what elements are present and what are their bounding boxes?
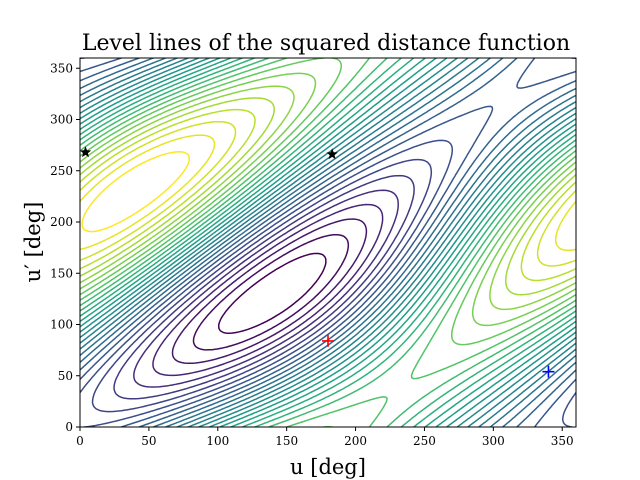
contour-level-30 [81,151,191,233]
x-axis-label: u [deg] [290,455,366,479]
x-tick-label: 250 [413,434,436,448]
x-tick-label: 0 [76,434,84,448]
x-tick-label: 200 [344,434,367,448]
chart-title: Level lines of the squared distance func… [82,31,570,56]
maximum-marker [322,334,334,347]
y-tick-label: 100 [50,318,73,332]
contour-level-3 [171,218,368,365]
y-tick-label: 150 [50,266,73,280]
contour-level-26 [80,97,576,296]
contour-level-25 [80,85,576,311]
contour-level-4 [152,203,384,377]
markers [79,146,555,378]
y-tick-label: 350 [50,61,73,75]
x-tick-label: 50 [141,434,156,448]
y-tick-label: 250 [50,164,73,178]
contour-level-22 [80,58,576,427]
contour-level-5 [133,189,399,388]
minimum-marker [542,365,555,378]
y-tick-label: 50 [58,369,73,383]
y-tick-label: 200 [50,215,73,229]
x-tick-label: 100 [206,434,229,448]
saddle-1-marker [79,146,92,158]
y-axis-label: u′ [deg] [21,202,45,283]
x-tick-label: 300 [482,434,505,448]
contour-level-6 [113,174,415,400]
y-axis-ticks: 0 50 100 150 200 250 300 350 [50,61,80,434]
contour-level-27 [80,108,576,282]
contour-level-1 [217,252,327,334]
plot-frame [79,57,577,428]
x-axis-ticks: 0 50 100 150 200 250 300 350 [76,427,574,448]
contour-lines [80,58,576,427]
x-tick-label: 150 [275,434,298,448]
saddle-2-marker [326,148,338,160]
contour-level-29 [80,134,576,252]
contour-level-2 [192,233,350,351]
y-tick-label: 0 [65,420,73,434]
contour-level-28 [80,120,576,267]
contour-level-7 [91,158,433,413]
y-tick-label: 300 [50,113,73,127]
contour-level-24 [80,72,576,327]
x-tick-label: 350 [551,434,574,448]
